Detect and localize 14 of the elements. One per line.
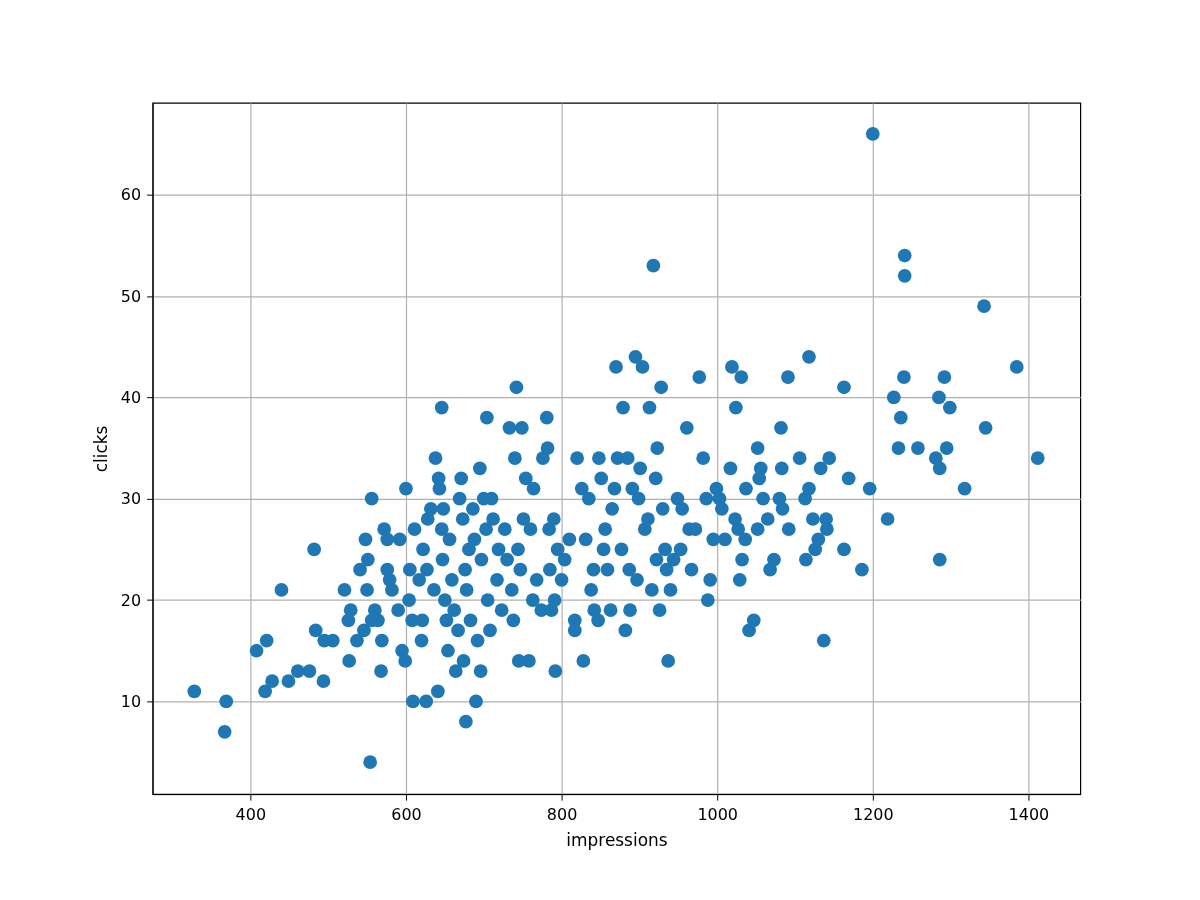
x-axis-title: impressions bbox=[566, 829, 668, 850]
x-tick-label: 1400 bbox=[1008, 804, 1050, 824]
x-tick-label: 1000 bbox=[697, 804, 738, 824]
y-tick-label: 40 bbox=[120, 387, 142, 407]
y-tick-label: 10 bbox=[120, 691, 142, 711]
x-tick-label: 400 bbox=[235, 804, 267, 824]
x-tick-label: 800 bbox=[546, 804, 578, 824]
y-tick-label: 20 bbox=[120, 590, 142, 610]
y-axis-title: clicks bbox=[90, 425, 111, 473]
x-tick-label: 600 bbox=[391, 804, 422, 824]
y-tick-label: 50 bbox=[120, 286, 142, 306]
x-tick-label: 1200 bbox=[852, 804, 894, 824]
y-tick-label: 60 bbox=[120, 185, 142, 205]
y-tick-label: 30 bbox=[120, 489, 142, 509]
